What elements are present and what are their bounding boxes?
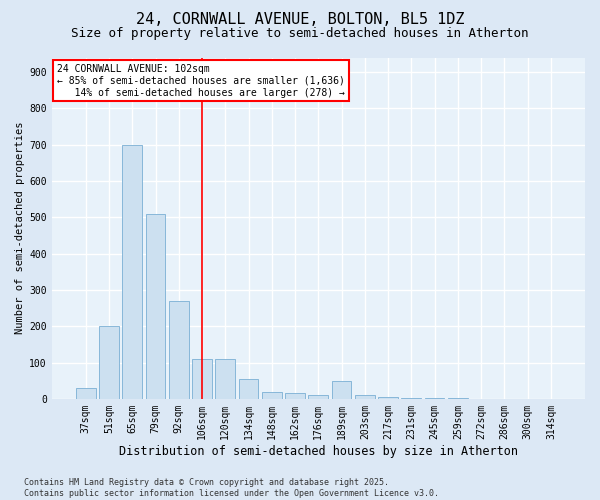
Bar (332, 380, 352, 399)
Bar (285, 394, 305, 399)
Bar (76, 388, 95, 399)
Bar (192, 359, 212, 399)
Bar (122, 144, 142, 399)
Text: Size of property relative to semi-detached houses in Atherton: Size of property relative to semi-detach… (71, 28, 529, 40)
Bar (239, 379, 259, 399)
Bar (215, 359, 235, 399)
Text: Contains HM Land Registry data © Crown copyright and database right 2025.
Contai: Contains HM Land Registry data © Crown c… (24, 478, 439, 498)
Text: 24, CORNWALL AVENUE, BOLTON, BL5 1DZ: 24, CORNWALL AVENUE, BOLTON, BL5 1DZ (136, 12, 464, 28)
Bar (146, 214, 166, 399)
Bar (262, 392, 282, 399)
Y-axis label: Number of semi-detached properties: Number of semi-detached properties (15, 122, 25, 334)
Bar (378, 397, 398, 399)
Text: 24 CORNWALL AVENUE: 102sqm
← 85% of semi-detached houses are smaller (1,636)
   : 24 CORNWALL AVENUE: 102sqm ← 85% of semi… (57, 64, 345, 98)
Bar (355, 395, 375, 399)
Bar (401, 398, 421, 399)
Bar (169, 301, 188, 399)
Bar (99, 326, 119, 399)
X-axis label: Distribution of semi-detached houses by size in Atherton: Distribution of semi-detached houses by … (119, 444, 518, 458)
Bar (308, 395, 328, 399)
